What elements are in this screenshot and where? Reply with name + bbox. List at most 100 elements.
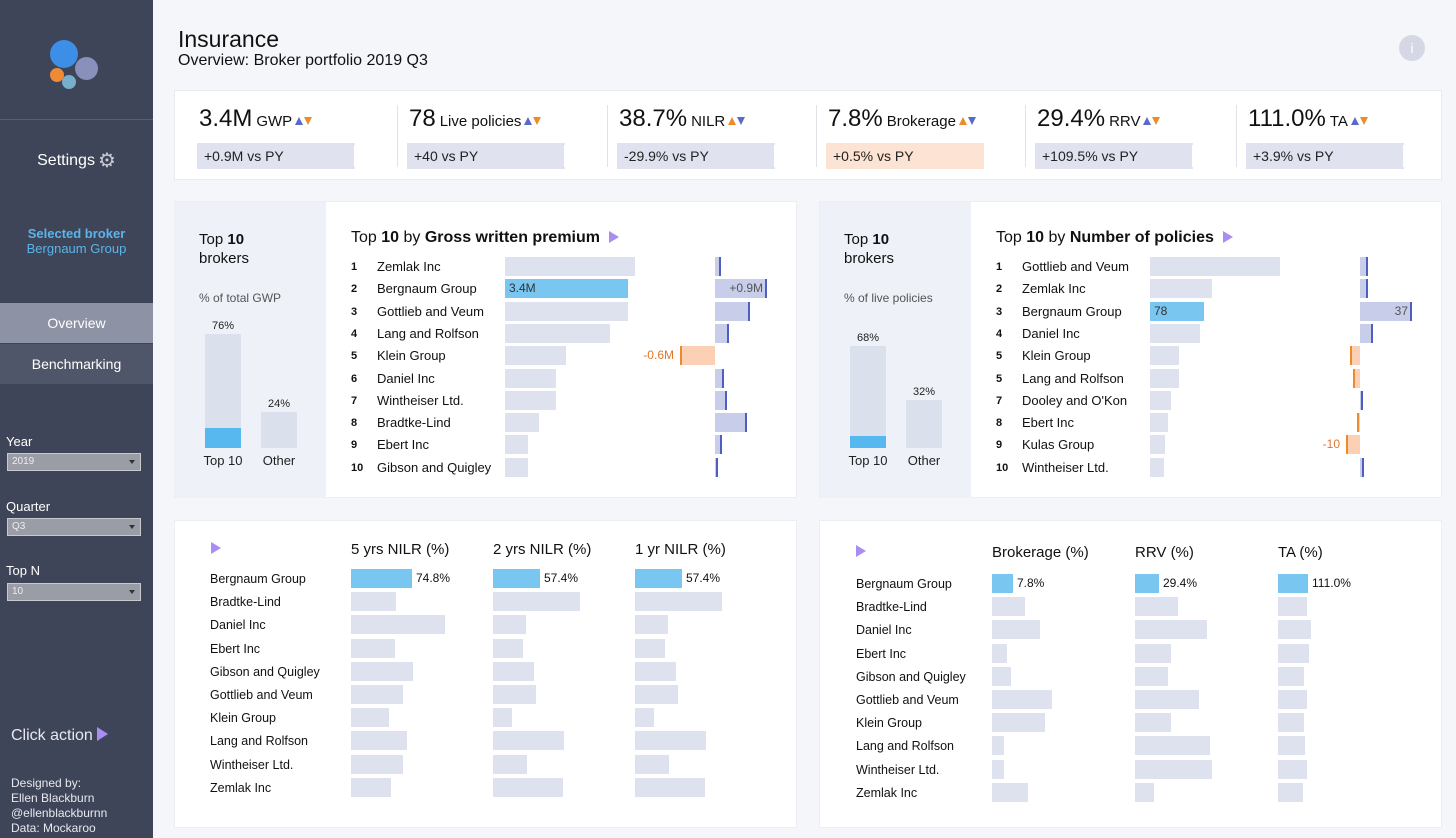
other-share-bar[interactable] — [906, 400, 942, 448]
broker-name[interactable]: Lang and Rolfson — [1022, 371, 1124, 386]
broker-name[interactable]: Gibson and Quigley — [856, 670, 966, 684]
value-bar[interactable] — [505, 413, 539, 432]
broker-name[interactable]: Ebert Inc — [856, 647, 907, 661]
delta-bar[interactable] — [715, 413, 747, 432]
ranking-row[interactable]: 9 Kulas Group -10 — [820, 435, 1441, 455]
other-share-bar[interactable] — [261, 412, 297, 448]
value-bar[interactable] — [1150, 324, 1200, 343]
metric-bar[interactable] — [1135, 597, 1178, 616]
value-bar[interactable] — [1150, 346, 1179, 365]
ranking-row[interactable]: 8 Ebert Inc — [820, 413, 1441, 433]
ranking-row[interactable]: 5 Klein Group — [820, 346, 1441, 366]
metric-bar[interactable] — [992, 644, 1007, 663]
broker-name[interactable]: Lang and Rolfson — [856, 739, 954, 753]
metric-bar[interactable] — [351, 662, 413, 681]
play-icon[interactable] — [609, 231, 619, 243]
metric-row[interactable]: Gibson and Quigley — [820, 667, 1441, 687]
broker-name[interactable]: Klein Group — [377, 348, 446, 363]
value-bar[interactable] — [1150, 369, 1179, 388]
metric-bar[interactable] — [635, 615, 668, 634]
broker-name[interactable]: Bergnaum Group — [210, 572, 306, 586]
ranking-row[interactable]: 9 Ebert Inc — [175, 435, 796, 455]
broker-name[interactable]: Wintheiser Ltd. — [856, 763, 940, 777]
value-bar[interactable] — [505, 257, 635, 276]
delta-bar[interactable] — [1360, 257, 1368, 276]
broker-name[interactable]: Bergnaum Group — [377, 281, 477, 296]
ranking-row[interactable]: 2 Zemlak Inc — [820, 279, 1441, 299]
topn-select[interactable]: 10 — [7, 583, 141, 601]
broker-name[interactable]: Bergnaum Group — [1022, 304, 1122, 319]
metric-bar[interactable] — [493, 662, 534, 681]
value-bar[interactable] — [1150, 257, 1280, 276]
value-bar[interactable] — [505, 324, 610, 343]
metric-bar[interactable] — [1278, 713, 1304, 732]
value-bar[interactable] — [1150, 435, 1165, 454]
metric-row[interactable]: Zemlak Inc — [175, 778, 796, 798]
metric-bar[interactable] — [351, 639, 395, 658]
metric-bar[interactable] — [635, 639, 665, 658]
delta-bar[interactable] — [1350, 346, 1360, 365]
broker-name[interactable]: Lang and Rolfson — [377, 326, 479, 341]
metric-bar[interactable] — [493, 708, 512, 727]
metric-bar[interactable] — [1278, 690, 1307, 709]
value-bar[interactable] — [505, 435, 528, 454]
nav-benchmarking[interactable]: Benchmarking — [0, 344, 153, 384]
delta-bar[interactable] — [1360, 279, 1368, 298]
metric-bar[interactable] — [493, 615, 526, 634]
metric-row[interactable]: Zemlak Inc — [820, 783, 1441, 803]
metric-bar[interactable] — [635, 569, 682, 588]
metric-bar[interactable] — [1135, 644, 1171, 663]
metric-row[interactable]: Lang and Rolfson — [175, 731, 796, 751]
metric-bar[interactable] — [992, 597, 1025, 616]
metric-bar[interactable] — [1135, 736, 1210, 755]
metric-bar[interactable] — [493, 592, 580, 611]
metric-row[interactable]: Bergnaum Group 74.8% 57.4% 57.4% — [175, 569, 796, 589]
metric-bar[interactable] — [493, 569, 540, 588]
broker-name[interactable]: Bradtke-Lind — [210, 595, 281, 609]
delta-bar[interactable] — [715, 257, 721, 276]
metric-bar[interactable] — [351, 592, 396, 611]
metric-row[interactable]: Gottlieb and Veum — [820, 690, 1441, 710]
broker-name[interactable]: Ebert Inc — [377, 437, 430, 452]
metric-bar[interactable] — [1278, 783, 1303, 802]
broker-name[interactable]: Bradtke-Lind — [377, 415, 451, 430]
ranking-row[interactable]: 3 Bergnaum Group 78 37 — [820, 302, 1441, 322]
metric-bar[interactable] — [992, 713, 1045, 732]
broker-name[interactable]: Zemlak Inc — [377, 259, 441, 274]
metric-bar[interactable] — [1135, 713, 1171, 732]
ranking-row[interactable]: 4 Daniel Inc — [820, 324, 1441, 344]
broker-name[interactable]: Klein Group — [856, 716, 923, 730]
metric-bar[interactable] — [635, 708, 654, 727]
delta-bar[interactable] — [715, 302, 750, 321]
broker-name[interactable]: Gottlieb and Veum — [210, 688, 313, 702]
metric-bar[interactable] — [1135, 690, 1199, 709]
broker-name[interactable]: Gottlieb and Veum — [1022, 259, 1129, 274]
metric-bar[interactable] — [992, 690, 1052, 709]
metric-bar[interactable] — [1135, 667, 1168, 686]
settings-button[interactable]: Settings ⚙ — [0, 148, 153, 173]
broker-name[interactable]: Klein Group — [1022, 348, 1091, 363]
delta-bar[interactable] — [715, 324, 729, 343]
value-bar[interactable]: 3.4M — [505, 279, 628, 298]
broker-name[interactable]: Wintheiser Ltd. — [1022, 460, 1109, 475]
metric-bar[interactable] — [1278, 597, 1307, 616]
metric-bar[interactable] — [493, 755, 527, 774]
metric-bar[interactable] — [992, 760, 1004, 779]
metric-row[interactable]: Gibson and Quigley — [175, 662, 796, 682]
metric-row[interactable]: Bradtke-Lind — [175, 592, 796, 612]
broker-name[interactable]: Daniel Inc — [210, 618, 266, 632]
metric-bar[interactable] — [1278, 620, 1311, 639]
nav-overview[interactable]: Overview — [0, 303, 153, 343]
metric-bar[interactable] — [1135, 620, 1207, 639]
metric-bar[interactable] — [351, 708, 389, 727]
metric-bar[interactable] — [351, 615, 445, 634]
metric-bar[interactable] — [992, 620, 1040, 639]
metric-bar[interactable] — [635, 685, 678, 704]
value-bar[interactable] — [505, 302, 628, 321]
metric-bar[interactable] — [1278, 574, 1308, 593]
metric-bar[interactable] — [351, 778, 391, 797]
value-bar[interactable] — [505, 346, 566, 365]
metric-bar[interactable] — [493, 685, 536, 704]
broker-name[interactable]: Gibson and Quigley — [210, 665, 320, 679]
metric-bar[interactable] — [992, 574, 1013, 593]
